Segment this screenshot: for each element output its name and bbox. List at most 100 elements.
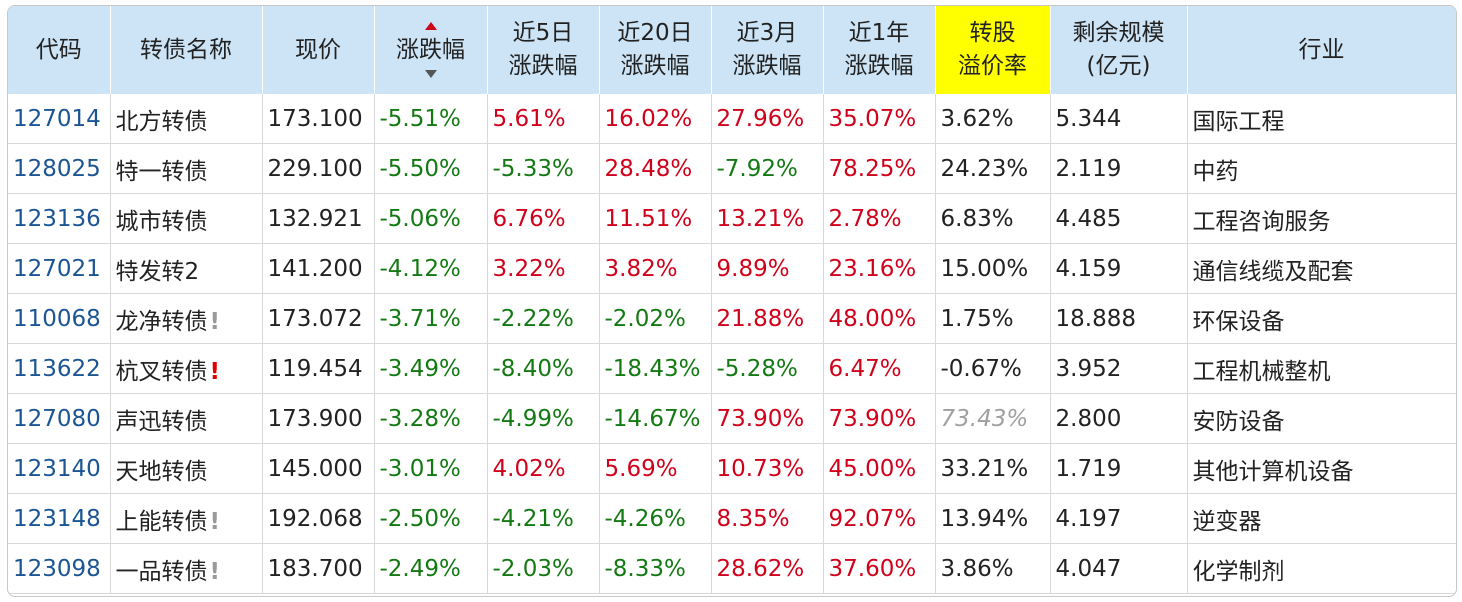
cell-text: 5.61% [492, 105, 566, 132]
column-header[interactable]: 代码 [8, 6, 111, 94]
cell: -4.21% [487, 493, 600, 544]
cell: 18.888 [1050, 293, 1188, 344]
cell-text: 3.952 [1055, 355, 1122, 382]
bond-row: 127021 特发转2 141.200 -4.12% 3.22% 3.82% 9.89% 23… [8, 243, 1456, 294]
table-body: 127014 北方转债 173.100 -5.51% 5.61% 16.02% 27.96%… [8, 94, 1456, 594]
cell: 3.952 [1050, 343, 1188, 394]
cell-text: 123140 [13, 455, 101, 482]
cell: 2.78% [823, 193, 936, 244]
cell-text: 173.100 [267, 105, 363, 132]
column-header[interactable]: 近1年 涨跌幅 [823, 6, 936, 94]
cell-text: 45.00% [828, 455, 917, 482]
column-header[interactable]: 涨跌幅 [374, 6, 488, 94]
cell[interactable]: 123148 [8, 493, 111, 544]
cell: 73.90% [823, 393, 936, 444]
cell[interactable]: 127014 [8, 94, 111, 144]
cell: 92.07% [823, 493, 936, 544]
cell-text: 3.86% [940, 555, 1014, 582]
cell-text: 3.82% [604, 255, 678, 282]
cell-text: -3.01% [379, 455, 461, 482]
bond-row: 123098 一品转债! 183.700 -2.49% -2.03% -8.33% 28.6… [8, 543, 1456, 594]
cell[interactable]: 声迅转债 [110, 393, 263, 444]
bond-row: 110068 龙净转债! 173.072 -3.71% -2.22% -2.02% 21.8… [8, 293, 1456, 344]
cell: 11.51% [599, 193, 712, 244]
cell-text: 3.62% [940, 105, 1014, 132]
column-header[interactable]: 转债名称 [110, 6, 263, 94]
cell[interactable]: 一品转债! [110, 543, 263, 594]
cell: 229.100 [262, 143, 375, 194]
cell[interactable]: 杭叉转债! [110, 343, 263, 394]
cell-text: -5.06% [379, 205, 461, 232]
cell-text: 73.43% [940, 405, 1029, 432]
cell-text: 92.07% [828, 505, 917, 532]
warning-flag: ! [209, 508, 221, 535]
cell-text: 48.00% [828, 305, 917, 332]
cell-text: 110068 [13, 305, 101, 332]
column-header[interactable]: 行业 [1187, 6, 1456, 94]
cell: -2.50% [374, 493, 488, 544]
cell-text: -3.71% [379, 305, 461, 332]
column-header[interactable]: 近20日 涨跌幅 [599, 6, 712, 94]
cell-text: 1.719 [1055, 455, 1122, 482]
cell: -2.02% [599, 293, 712, 344]
cell[interactable]: 123098 [8, 543, 111, 594]
cell-text: 化学制剂 [1192, 558, 1285, 585]
header-text: 近20日 涨跌幅 [617, 20, 693, 79]
cell[interactable]: 127021 [8, 243, 111, 294]
cell[interactable]: 113622 [8, 343, 111, 394]
bond-row: 123148 上能转债! 192.068 -2.50% -4.21% -4.26% 8.35… [8, 493, 1456, 544]
cell: 1.75% [935, 293, 1051, 344]
cell[interactable]: 123136 [8, 193, 111, 244]
cell-text: -2.50% [379, 505, 461, 532]
column-header[interactable]: 转股 溢价率 [935, 6, 1051, 94]
cell: 工程咨询服务 [1187, 193, 1456, 244]
cell: -5.33% [487, 143, 600, 194]
cell[interactable]: 127080 [8, 393, 111, 444]
cell[interactable]: 特发转2 [110, 243, 263, 294]
warning-flag: ! [209, 308, 221, 335]
cell-text: -7.92% [716, 155, 798, 182]
cell: 145.000 [262, 443, 375, 494]
column-header[interactable]: 近3月 涨跌幅 [711, 6, 824, 94]
cell: 9.89% [711, 243, 824, 294]
cell-text: 安防设备 [1192, 408, 1285, 435]
cell: -4.26% [599, 493, 712, 544]
cell: 4.485 [1050, 193, 1188, 244]
cell-text: 119.454 [267, 355, 363, 382]
bond-row: 128025 特一转债 229.100 -5.50% -5.33% 28.48% -7.92… [8, 143, 1456, 194]
cell: 4.02% [487, 443, 600, 494]
bond-row: 123136 城市转债 132.921 -5.06% 6.76% 11.51% 13.21%… [8, 193, 1456, 244]
cell: 173.100 [262, 94, 375, 144]
cell-text: 8.35% [716, 505, 790, 532]
cell[interactable]: 城市转债 [110, 193, 263, 244]
cell: -3.28% [374, 393, 488, 444]
cell: 3.82% [599, 243, 712, 294]
column-header[interactable]: 近5日 涨跌幅 [487, 6, 600, 94]
cell-text: 特发转2 [115, 258, 200, 285]
cell[interactable]: 天地转债 [110, 443, 263, 494]
cell-text: -0.67% [940, 355, 1022, 382]
cell[interactable]: 特一转债 [110, 143, 263, 194]
cell[interactable]: 龙净转债! [110, 293, 263, 344]
cell-text: 127014 [13, 105, 101, 132]
cell[interactable]: 北方转债 [110, 94, 263, 144]
cell-text: 一品转债 [115, 558, 208, 585]
cell[interactable]: 123140 [8, 443, 111, 494]
cell: 15.00% [935, 243, 1051, 294]
cell-text: -4.12% [379, 255, 461, 282]
cell: 141.200 [262, 243, 375, 294]
cell: 23.16% [823, 243, 936, 294]
cell-text: -2.03% [492, 555, 574, 582]
cell[interactable]: 128025 [8, 143, 111, 194]
column-header[interactable]: 剩余规模 (亿元) [1050, 6, 1188, 94]
cell[interactable]: 110068 [8, 293, 111, 344]
cell[interactable]: 上能转债! [110, 493, 263, 544]
cell-text: 6.47% [828, 355, 902, 382]
cell-text: -2.49% [379, 555, 461, 582]
header-text: 涨跌幅 [396, 36, 465, 63]
header-text: 转股 溢价率 [958, 20, 1027, 79]
cell: 4.159 [1050, 243, 1188, 294]
cell-text: 工程机械整机 [1192, 358, 1331, 385]
column-header[interactable]: 现价 [262, 6, 375, 94]
cell: 45.00% [823, 443, 936, 494]
